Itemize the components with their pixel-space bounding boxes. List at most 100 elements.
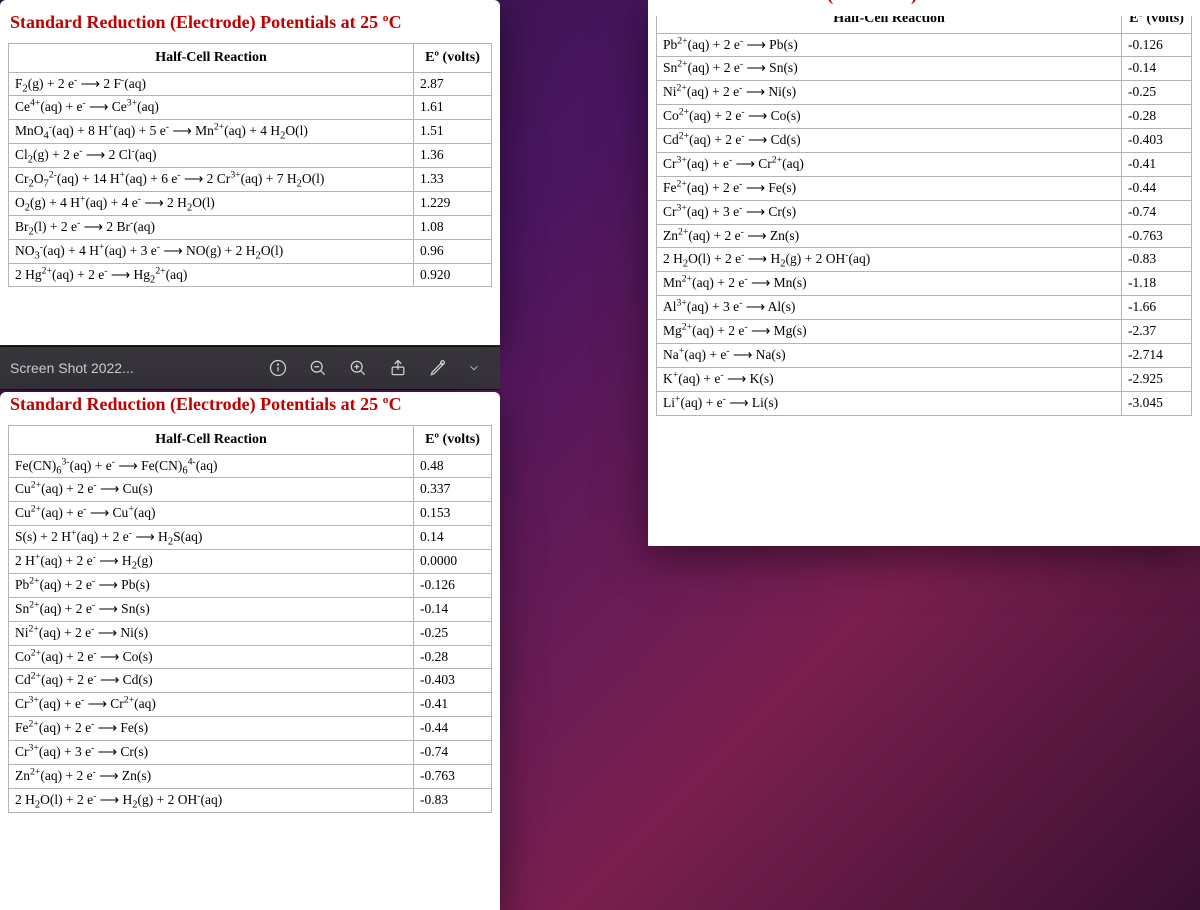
cell-potential: 0.153 <box>414 502 492 526</box>
document-title: Standard Reduction (Electrode) Potential… <box>658 0 1190 6</box>
table-row: O2(g) + 4 H+(aq) + 4 e- ⟶ 2 H2O(l)1.229 <box>9 191 492 215</box>
reduction-potential-table: Half-Cell Reaction Eº (volts) Fe(CN)63-(… <box>8 425 492 813</box>
table-row: Fe2+(aq) + 2 e- ⟶ Fe(s)-0.44 <box>657 176 1192 200</box>
cell-reaction: Cr2O72-(aq) + 14 H+(aq) + 6 e- ⟶ 2 Cr3+(… <box>9 168 414 192</box>
cell-reaction: Ni2+(aq) + 2 e- ⟶ Ni(s) <box>9 621 414 645</box>
cell-reaction: Sn2+(aq) + 2 e- ⟶ Sn(s) <box>9 597 414 621</box>
cell-reaction: 2 H2O(l) + 2 e- ⟶ H2(g) + 2 OH-(aq) <box>9 788 414 812</box>
cell-reaction: F2(g) + 2 e- ⟶ 2 F-(aq) <box>9 72 414 96</box>
table-row: Cu2+(aq) + 2 e- ⟶ Cu(s)0.337 <box>9 478 492 502</box>
col-reaction: Half-Cell Reaction <box>9 44 414 73</box>
cell-reaction: Zn2+(aq) + 2 e- ⟶ Zn(s) <box>9 764 414 788</box>
cell-reaction: Cr3+(aq) + e- ⟶ Cr2+(aq) <box>9 693 414 717</box>
cell-reaction: NO3-(aq) + 4 H+(aq) + 3 e- ⟶ NO(g) + 2 H… <box>9 239 414 263</box>
cell-potential: 0.96 <box>414 239 492 263</box>
table-row: Ni2+(aq) + 2 e- ⟶ Ni(s)-0.25 <box>657 81 1192 105</box>
cell-potential: -0.14 <box>1122 57 1192 81</box>
cell-potential: -2.925 <box>1122 367 1192 391</box>
quicklook-filename: Screen Shot 2022... <box>10 360 134 376</box>
table-header-row: Half-Cell Reaction Eº (volts) <box>657 16 1192 33</box>
table-row: Cd2+(aq) + 2 e- ⟶ Cd(s)-0.403 <box>9 669 492 693</box>
cell-potential: 1.33 <box>414 168 492 192</box>
zoom-in-icon[interactable] <box>344 354 372 382</box>
cell-reaction: Fe2+(aq) + 2 e- ⟶ Fe(s) <box>657 176 1122 200</box>
cell-potential: -0.14 <box>414 597 492 621</box>
col-reaction: Half-Cell Reaction <box>657 16 1122 33</box>
cell-reaction: K+(aq) + e- ⟶ K(s) <box>657 367 1122 391</box>
preview-window-right[interactable]: Standard Reduction (Electrode) Potential… <box>648 0 1200 546</box>
preview-window-top-left[interactable]: Standard Reduction (Electrode) Potential… <box>0 0 500 345</box>
col-reaction: Half-Cell Reaction <box>9 426 414 455</box>
quicklook-toolbar: Screen Shot 2022... <box>0 346 500 390</box>
table-row: Pb2+(aq) + 2 e- ⟶ Pb(s)-0.126 <box>9 573 492 597</box>
markup-icon[interactable] <box>424 354 452 382</box>
cell-reaction: Cd2+(aq) + 2 e- ⟶ Cd(s) <box>9 669 414 693</box>
table-row: Zn2+(aq) + 2 e- ⟶ Zn(s)-0.763 <box>9 764 492 788</box>
cell-potential: 0.920 <box>414 263 492 287</box>
cell-reaction: Li+(aq) + e- ⟶ Li(s) <box>657 391 1122 415</box>
cell-potential: 0.48 <box>414 454 492 478</box>
cell-reaction: Cu2+(aq) + e- ⟶ Cu+(aq) <box>9 502 414 526</box>
document-content: Standard Reduction (Electrode) Potential… <box>0 392 500 813</box>
table-row: Zn2+(aq) + 2 e- ⟶ Zn(s)-0.763 <box>657 224 1192 248</box>
table-row: Ni2+(aq) + 2 e- ⟶ Ni(s)-0.25 <box>9 621 492 645</box>
reduction-potential-table: Half-Cell Reaction Eº (volts) Pb2+(aq) +… <box>656 16 1192 416</box>
table-row: Co2+(aq) + 2 e- ⟶ Co(s)-0.28 <box>657 105 1192 129</box>
cell-potential: -0.83 <box>414 788 492 812</box>
table-row: Cr3+(aq) + 3 e- ⟶ Cr(s)-0.74 <box>9 741 492 765</box>
table-row: Li+(aq) + e- ⟶ Li(s)-3.045 <box>657 391 1192 415</box>
cell-potential: -3.045 <box>1122 391 1192 415</box>
table-row: Mg2+(aq) + 2 e- ⟶ Mg(s)-2.37 <box>657 320 1192 344</box>
table-row: 2 Hg2+(aq) + 2 e- ⟶ Hg22+(aq)0.920 <box>9 263 492 287</box>
cell-potential: -1.18 <box>1122 272 1192 296</box>
table-row: Ce4+(aq) + e- ⟶ Ce3+(aq)1.61 <box>9 96 492 120</box>
table-row: Pb2+(aq) + 2 e- ⟶ Pb(s)-0.126 <box>657 33 1192 57</box>
cell-potential: -0.41 <box>1122 152 1192 176</box>
cell-reaction: S(s) + 2 H+(aq) + 2 e- ⟶ H2S(aq) <box>9 526 414 550</box>
cell-reaction: Pb2+(aq) + 2 e- ⟶ Pb(s) <box>9 573 414 597</box>
table-row: K+(aq) + e- ⟶ K(s)-2.925 <box>657 367 1192 391</box>
col-potential: Eº (volts) <box>1122 16 1192 33</box>
cell-potential: -1.66 <box>1122 296 1192 320</box>
table-row: Cl2(g) + 2 e- ⟶ 2 Cl-(aq)1.36 <box>9 144 492 168</box>
cell-reaction: Al3+(aq) + 3 e- ⟶ Al(s) <box>657 296 1122 320</box>
table-row: Cr3+(aq) + e- ⟶ Cr2+(aq)-0.41 <box>9 693 492 717</box>
cell-reaction: Br2(l) + 2 e- ⟶ 2 Br-(aq) <box>9 215 414 239</box>
cell-potential: 0.0000 <box>414 550 492 574</box>
cell-potential: -0.28 <box>414 645 492 669</box>
cell-reaction: Cu2+(aq) + 2 e- ⟶ Cu(s) <box>9 478 414 502</box>
cell-reaction: MnO4-(aq) + 8 H+(aq) + 5 e- ⟶ Mn2+(aq) +… <box>9 120 414 144</box>
cell-potential: -0.126 <box>1122 33 1192 57</box>
cell-potential: -0.44 <box>1122 176 1192 200</box>
table-row: Fe2+(aq) + 2 e- ⟶ Fe(s)-0.44 <box>9 717 492 741</box>
cell-reaction: Zn2+(aq) + 2 e- ⟶ Zn(s) <box>657 224 1122 248</box>
cell-reaction: 2 H2O(l) + 2 e- ⟶ H2(g) + 2 OH-(aq) <box>657 248 1122 272</box>
cell-potential: -0.763 <box>414 764 492 788</box>
preview-window-bottom-left[interactable]: Standard Reduction (Electrode) Potential… <box>0 392 500 910</box>
share-icon[interactable] <box>384 354 412 382</box>
document-content: Standard Reduction (Electrode) Potential… <box>0 0 500 287</box>
cell-potential: -0.83 <box>1122 248 1192 272</box>
cell-potential: -0.74 <box>1122 200 1192 224</box>
table-row: 2 H2O(l) + 2 e- ⟶ H2(g) + 2 OH-(aq)-0.83 <box>657 248 1192 272</box>
cell-potential: -0.44 <box>414 717 492 741</box>
cell-reaction: Mg2+(aq) + 2 e- ⟶ Mg(s) <box>657 320 1122 344</box>
document-title: Standard Reduction (Electrode) Potential… <box>10 12 490 33</box>
cell-reaction: Cr3+(aq) + 3 e- ⟶ Cr(s) <box>657 200 1122 224</box>
zoom-out-icon[interactable] <box>304 354 332 382</box>
cell-reaction: Ce4+(aq) + e- ⟶ Ce3+(aq) <box>9 96 414 120</box>
cell-reaction: Cr3+(aq) + e- ⟶ Cr2+(aq) <box>657 152 1122 176</box>
table-row: 2 H2O(l) + 2 e- ⟶ H2(g) + 2 OH-(aq)-0.83 <box>9 788 492 812</box>
table-row: Cr3+(aq) + 3 e- ⟶ Cr(s)-0.74 <box>657 200 1192 224</box>
cell-potential: 2.87 <box>414 72 492 96</box>
col-potential: Eº (volts) <box>414 44 492 73</box>
cell-potential: -0.28 <box>1122 105 1192 129</box>
table-row: Cr2O72-(aq) + 14 H+(aq) + 6 e- ⟶ 2 Cr3+(… <box>9 168 492 192</box>
cell-reaction: O2(g) + 4 H+(aq) + 4 e- ⟶ 2 H2O(l) <box>9 191 414 215</box>
chevron-down-icon[interactable] <box>464 354 484 382</box>
cell-potential: -0.403 <box>1122 129 1192 153</box>
cell-potential: -2.714 <box>1122 343 1192 367</box>
table-row: Cd2+(aq) + 2 e- ⟶ Cd(s)-0.403 <box>657 129 1192 153</box>
info-icon[interactable] <box>264 354 292 382</box>
table-row: F2(g) + 2 e- ⟶ 2 F-(aq)2.87 <box>9 72 492 96</box>
